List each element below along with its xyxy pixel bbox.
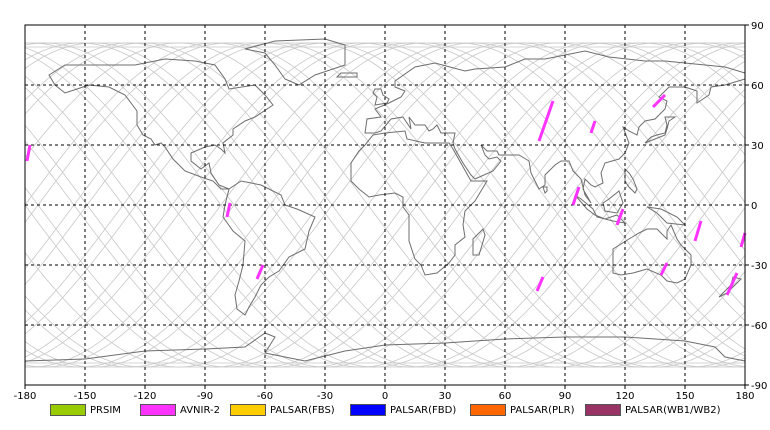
observation-strips: [25, 93, 747, 296]
observation-strip: [693, 220, 703, 242]
legend-label: PALSAR(PLR): [510, 404, 575, 416]
legend-item-palsar-plr: PALSAR(PLR): [470, 403, 574, 417]
legend-swatch: [140, 404, 176, 416]
lon-tick-label: 60: [499, 391, 512, 402]
legend-item-avnir2: AVNIR-2: [140, 403, 220, 417]
legend-label: PALSAR(WB1/WB2): [625, 404, 721, 416]
coastline-sri-lanka: [542, 186, 548, 194]
observation-strip: [615, 208, 625, 226]
lon-tick-label: -150: [74, 391, 97, 402]
lon-tick-label: 90: [559, 391, 572, 402]
observation-strip: [225, 202, 232, 218]
coastline-north-america: [48, 58, 274, 190]
coastline-madagascar: [472, 228, 486, 256]
observation-strip: [739, 232, 747, 248]
lat-tick-label: -60: [751, 321, 767, 332]
axis-ticks: -180 -150 -120 -90 -60 -30 0 30 60 90 120 150 180 90 6…: [14, 21, 768, 402]
legend-item-palsar-wb: PALSAR(WB1/WB2): [585, 403, 721, 417]
lon-tick-label: -60: [257, 391, 273, 402]
lat-tick-label: -30: [751, 261, 767, 272]
coastline-japan: [644, 116, 677, 144]
lat-tick-label: 30: [751, 141, 764, 152]
coastline-greenland: [244, 38, 346, 86]
graticule: [25, 25, 745, 385]
lon-tick-label: 0: [382, 391, 388, 402]
lon-tick-label: -30: [317, 391, 333, 402]
legend-label: AVNIR-2: [180, 404, 220, 416]
observation-strip: [537, 100, 555, 142]
lon-tick-label: -180: [14, 391, 37, 402]
observation-strip: [25, 144, 32, 162]
legend-swatch: [350, 404, 386, 416]
lat-tick-label: 60: [751, 81, 764, 92]
lon-tick-label: 30: [439, 391, 452, 402]
coastline-philippines: [624, 167, 638, 194]
coastline-africa: [350, 130, 488, 276]
lat-tick-label: -90: [751, 381, 767, 392]
lon-tick-label: -120: [134, 391, 157, 402]
legend-label: PRSIM: [90, 404, 121, 416]
observation-strip: [725, 272, 739, 296]
legend-swatch: [585, 404, 621, 416]
legend-item-palsar-fbd: PALSAR(FBD): [350, 403, 456, 417]
coastline-great-britain: [372, 88, 390, 106]
observation-strip: [651, 93, 667, 109]
observation-strip: [535, 276, 545, 292]
orbit-track: [24, 42, 746, 368]
lon-tick-label: 120: [615, 391, 634, 402]
legend-label: PALSAR(FBS): [270, 404, 335, 416]
observation-strip: [589, 120, 597, 134]
lon-tick-label: 180: [735, 391, 754, 402]
legend-label: PALSAR(FBD): [390, 404, 457, 416]
legend-swatch: [470, 404, 506, 416]
observation-strip: [659, 262, 669, 276]
legend: PRSIM AVNIR-2 PALSAR(FBS) PALSAR(FBD) PA…: [0, 401, 770, 421]
coastline-iceland: [335, 72, 358, 78]
coastline-eurasia: [364, 50, 746, 204]
lon-tick-label: -90: [197, 391, 213, 402]
observation-strip: [571, 186, 581, 206]
legend-item-palsar-fbs: PALSAR(FBS): [230, 403, 335, 417]
legend-swatch: [50, 404, 86, 416]
lat-tick-label: 0: [751, 201, 757, 212]
legend-swatch: [230, 404, 266, 416]
coastline-australia: [612, 223, 692, 284]
lat-tick-label: 90: [751, 21, 764, 32]
coastline-borneo: [602, 190, 624, 214]
lon-tick-label: 150: [675, 391, 694, 402]
observation-strip: [255, 264, 265, 280]
legend-item-prism: PRSIM: [50, 403, 121, 417]
orbit-track: [24, 42, 746, 368]
